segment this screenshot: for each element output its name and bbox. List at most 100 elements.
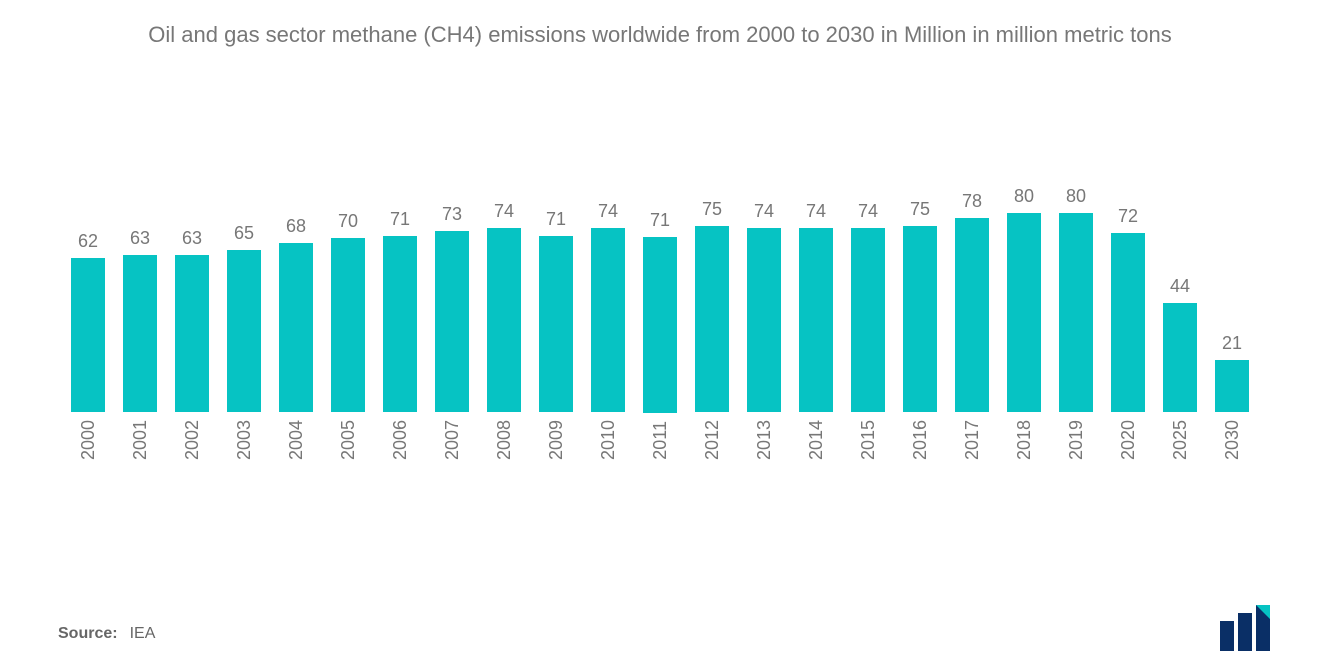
bar-category-label: 2002	[182, 420, 203, 460]
bar-rect	[383, 236, 417, 412]
bar-value-label: 21	[1222, 333, 1242, 354]
bar-rect	[799, 228, 833, 412]
source-footer: Source: IEA	[58, 625, 155, 643]
bar-rect	[903, 226, 937, 412]
bar-category-label: 2014	[806, 420, 827, 460]
bar-column: 21 2030	[1215, 333, 1249, 460]
bar-value-label: 74	[754, 201, 774, 222]
bar-value-label: 80	[1066, 186, 1086, 207]
bar-value-label: 62	[78, 231, 98, 252]
bar-column: 65 2003	[227, 223, 261, 459]
chart-plot-area: 6220006320016320026520036820047020057120…	[60, 80, 1260, 460]
bar-column: 78 2017	[955, 191, 989, 459]
bar-category-label: 2015	[858, 420, 879, 460]
bar-value-label: 78	[962, 191, 982, 212]
bar-value-label: 74	[858, 201, 878, 222]
bar-category-label: 2018	[1014, 420, 1035, 460]
bar-value-label: 75	[910, 199, 930, 220]
bar-column: 63 2001	[123, 228, 157, 459]
logo-bar-1	[1220, 621, 1234, 651]
bar-category-label: 2012	[702, 420, 723, 460]
bar-column: 70 2005	[331, 211, 365, 460]
bar-category-label: 2008	[494, 420, 515, 460]
bar-category-label: 2020	[1118, 420, 1139, 460]
bar-value-label: 44	[1170, 276, 1190, 297]
bar-value-label: 74	[806, 201, 826, 222]
bar-rect	[227, 250, 261, 411]
bar-category-label: 2009	[546, 420, 567, 460]
bar-value-label: 65	[234, 223, 254, 244]
chart-title: Oil and gas sector methane (CH4) emissio…	[60, 20, 1260, 50]
bar-category-label: 2010	[598, 420, 619, 460]
bar-category-label: 2001	[130, 420, 151, 460]
source-value: IEA	[130, 625, 156, 643]
bar-value-label: 70	[338, 211, 358, 232]
bar-column: 75 2012	[695, 199, 729, 460]
bar-column: 68 2004	[279, 216, 313, 460]
bar-value-label: 75	[702, 199, 722, 220]
bar-value-label: 71	[650, 210, 670, 231]
bar-category-label: 2000	[78, 420, 99, 460]
bar-rect	[71, 258, 105, 412]
bar-category-label: 2025	[1170, 420, 1191, 460]
bar-category-label: 2003	[234, 420, 255, 460]
bar-column: 74 2008	[487, 201, 521, 460]
bar-rect	[487, 228, 521, 412]
bar-rect	[851, 228, 885, 412]
bar-rect	[435, 231, 469, 412]
bar-value-label: 73	[442, 204, 462, 225]
bar-rect	[695, 226, 729, 412]
bar-value-label: 74	[494, 201, 514, 222]
bar-column: 74 2014	[799, 201, 833, 460]
bar-column: 72 2020	[1111, 206, 1145, 460]
bar-category-label: 2017	[962, 420, 983, 460]
bar-category-label: 2006	[390, 420, 411, 460]
bar-column: 71 2009	[539, 209, 573, 460]
bar-value-label: 72	[1118, 206, 1138, 227]
bar-column: 71 2006	[383, 209, 417, 460]
bar-rect	[643, 237, 677, 413]
bar-value-label: 63	[182, 228, 202, 249]
bar-value-label: 71	[546, 209, 566, 230]
bar-rect	[1111, 233, 1145, 412]
bar-category-label: 2019	[1066, 420, 1087, 460]
bar-column: 74 2013	[747, 201, 781, 460]
bar-rect	[1059, 213, 1093, 411]
bar-rect	[1163, 303, 1197, 412]
bar-column: 712011	[643, 210, 677, 460]
bar-column: 80 2019	[1059, 186, 1093, 459]
bar-value-label: 68	[286, 216, 306, 237]
bar-value-label: 74	[598, 201, 618, 222]
logo-bar-2	[1238, 613, 1252, 651]
bar-column: 62 2000	[71, 231, 105, 460]
bar-category-label: 2005	[338, 420, 359, 460]
brand-logo	[1220, 605, 1280, 651]
bar-category-label: 2013	[754, 420, 775, 460]
bar-rect	[591, 228, 625, 412]
bar-rect	[1007, 213, 1041, 411]
bar-rect	[539, 236, 573, 412]
bar-rect	[1215, 360, 1249, 412]
bar-value-label: 71	[390, 209, 410, 230]
bar-value-label: 63	[130, 228, 150, 249]
bar-value-label: 80	[1014, 186, 1034, 207]
bar-category-label: 2030	[1222, 420, 1243, 460]
bar-column: 44 2025	[1163, 276, 1197, 460]
bar-rect	[747, 228, 781, 412]
bar-column: 74 2015	[851, 201, 885, 460]
bar-column: 80 2018	[1007, 186, 1041, 459]
bar-column: 75 2016	[903, 199, 937, 460]
bar-category-label: 2016	[910, 420, 931, 460]
bar-rect	[331, 238, 365, 412]
chart-container: Oil and gas sector methane (CH4) emissio…	[0, 0, 1320, 665]
bar-column: 74 2010	[591, 201, 625, 460]
bar-rect	[175, 255, 209, 411]
bar-column: 63 2002	[175, 228, 209, 459]
bar-category-label: 2007	[442, 420, 463, 460]
bar-column: 73 2007	[435, 204, 469, 460]
bar-rect	[123, 255, 157, 411]
bar-rect	[279, 243, 313, 412]
bar-rect	[955, 218, 989, 411]
bar-category-label: 2004	[286, 420, 307, 460]
source-label: Source:	[58, 625, 118, 643]
